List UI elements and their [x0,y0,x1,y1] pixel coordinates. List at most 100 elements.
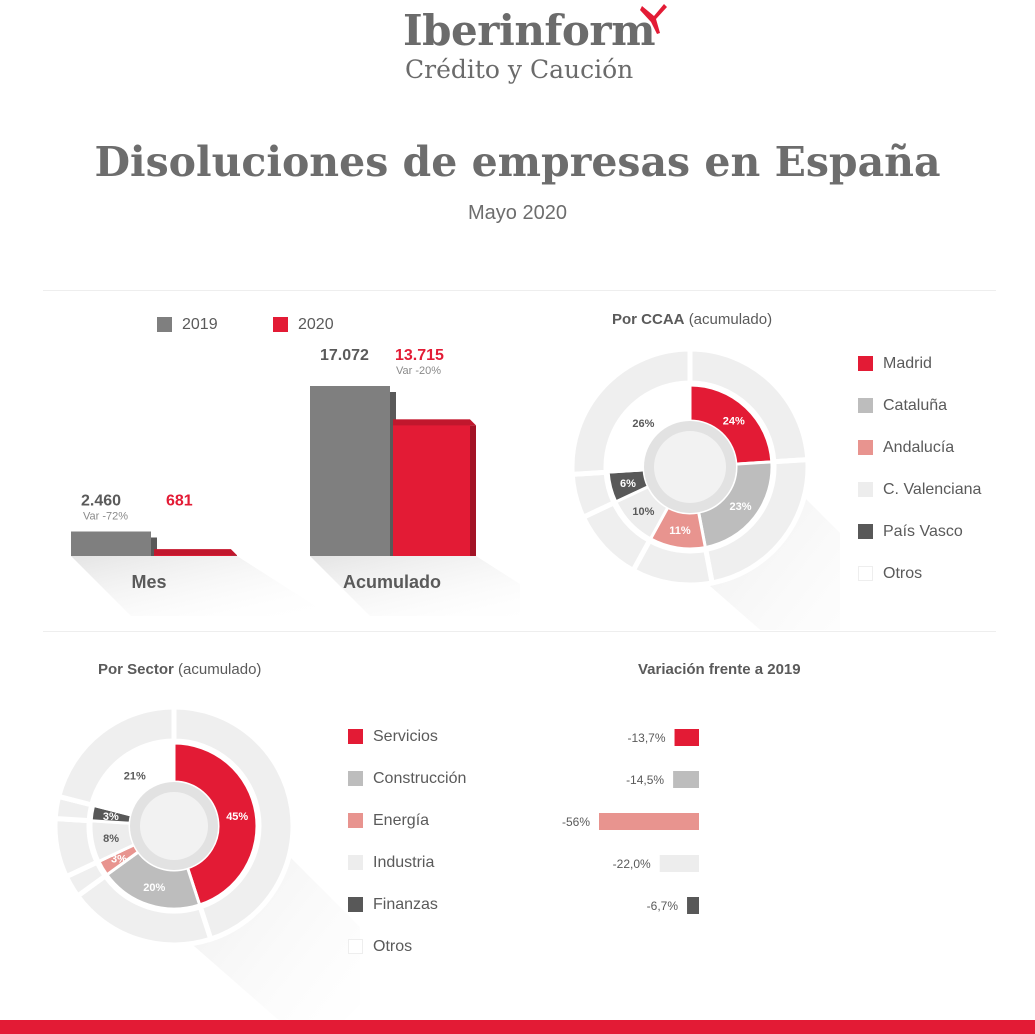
donut-value-label: 24% [723,415,745,427]
page-subtitle: Mayo 2020 [468,202,567,224]
legend-2019: 2019 [157,316,218,334]
ccaa-donut: 24% 23% 11% 10% 6% 26% [569,346,840,630]
legend-item-industria: Industria [348,854,434,872]
legend-2020: 2020 [273,316,334,334]
label-variation: Var -20% [396,365,441,377]
label-2020-value: 681 [166,493,193,510]
variation-value-label: -13,7% [628,731,666,745]
bar-2019 [71,531,151,556]
donut-hole [140,792,208,860]
donut-value-label: 6% [620,478,636,490]
legend-item-pa-s-vasco: País Vasco [858,523,963,541]
bar-2020-top [393,419,476,426]
bar-shadow [71,556,331,616]
variacion-title-bold: Variación frente a 2019 [638,661,801,678]
legend-swatch-2020 [273,317,288,333]
donut-value-label: 10% [632,506,654,518]
legend-item-catalu-a: Cataluña [858,397,947,415]
label-2019-value: 2.460 [81,493,121,510]
brand-logo-text: Iberinform [403,6,656,55]
legend-swatch [348,729,363,745]
legend-item-madrid: Madrid [858,355,932,373]
donut-value-label: 23% [730,501,752,513]
donut-value-label: 45% [226,811,248,823]
divider-middle [43,631,996,632]
legend-swatch [348,813,363,829]
legend-swatch [348,855,363,871]
variation-bar [674,729,699,746]
variation-bar [659,855,699,872]
ccaa-title-suffix: (acumulado) [688,311,773,328]
donut-value-label: 21% [124,770,146,782]
legend-swatch [858,398,873,414]
legend-item-energ-a: Energía [348,812,429,830]
label-2020-value: 13.715 [395,347,444,364]
legend-label-2019: 2019 [182,316,218,333]
legend-label: Industria [373,854,435,871]
legend-label: Servicios [373,728,438,745]
donut-value-label: 3% [103,811,119,823]
donut-outer-segment [171,704,296,943]
bar-2020-side [470,425,476,556]
donut-value-label: 26% [632,418,654,430]
variation-value-label: -56% [562,815,590,829]
legend-swatch-2019 [157,317,172,333]
variation-value-label: -22,0% [613,857,651,871]
label-variation: Var -72% [83,511,128,523]
legend-item-andaluc-a: Andalucía [858,439,954,457]
legend-label-2020: 2020 [298,316,334,333]
bar-2020-side [231,555,237,556]
donut-outer-segment [55,704,177,808]
sector-title: Por Sector (acumulado) [98,661,261,678]
legend-swatch [348,897,363,913]
donut-value-label: 3% [111,854,127,866]
page-title: Disoluciones de empresas en España [94,138,941,186]
plane-logo-icon [640,4,667,34]
donut-outer-segment [569,346,693,478]
bottom-accent-bar [0,1020,1035,1034]
bar-2019 [310,386,390,556]
donut-value-label: 8% [103,833,119,845]
variacion-title: Variación frente a 2019 [638,661,801,678]
legend-label: País Vasco [883,523,963,540]
variation-value-label: -14,5% [626,773,664,787]
divider-top [43,290,996,291]
sector-title-suffix: (acumulado) [178,661,262,678]
variation-value-label: -6,7% [647,899,679,913]
legend-label: Otros [883,565,923,582]
legend-swatch [348,771,363,787]
bar-2020 [393,419,470,556]
donut-value-label: 11% [669,525,691,537]
bar-2020-top [154,549,237,556]
legend-label: Cataluña [883,397,948,414]
legend-label: Andalucía [883,439,955,456]
legend-label: C. Valenciana [883,481,982,498]
variacion-chart: -13,7% -14,5% -56% -22,0% -6,7% [562,729,699,914]
legend-swatch [858,566,873,582]
label-2019-value: 17.072 [320,347,369,364]
ccaa-title-bold: Por CCAA [612,311,685,328]
bar-2019-side [151,537,157,556]
legend-swatch [348,939,363,955]
legend-label: Finanzas [373,896,438,913]
legend-item-construcci-n: Construcción [348,770,466,788]
legend-swatch [858,482,873,498]
legend-item-servicios: Servicios [348,728,438,746]
category-label: Mes [131,572,166,592]
variation-bar [687,897,699,914]
legend-label: Madrid [883,355,932,372]
donut-value-label: 20% [143,882,165,894]
legend-item-c-valenciana: C. Valenciana [858,481,981,499]
legend-item-otros: Otros [348,938,412,956]
legend-label: Construcción [373,770,467,787]
variation-bar [673,771,699,788]
category-label: Acumulado [343,572,441,592]
legend-swatch [858,356,873,372]
variation-bar [599,813,699,830]
legend-label: Energía [373,812,430,829]
legend-item-finanzas: Finanzas [348,896,438,914]
brand-subtitle: Crédito y Caución [405,55,634,84]
ccaa-title: Por CCAA (acumulado) [612,311,772,328]
legend-swatch [858,524,873,540]
